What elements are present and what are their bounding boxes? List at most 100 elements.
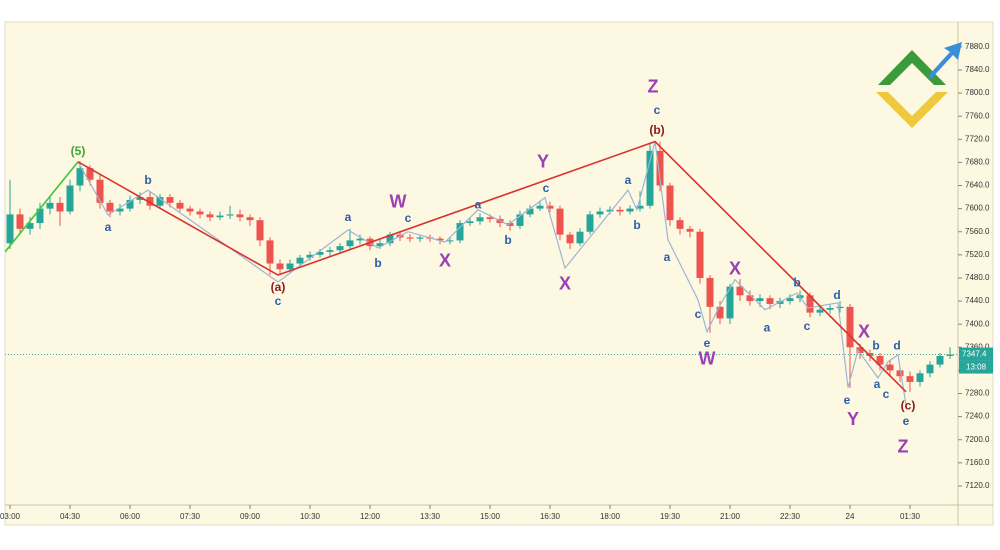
candle-body — [826, 307, 834, 310]
y-tick-label: 7560.0 — [965, 227, 990, 236]
wave-label: e — [844, 393, 851, 407]
candle-body — [716, 306, 724, 319]
candle-body — [816, 309, 824, 313]
x-tick-label: 22:30 — [780, 512, 801, 521]
candle-body — [566, 234, 574, 244]
wave-label: b — [144, 173, 151, 187]
logo — [876, 42, 962, 128]
wave-label: (5) — [71, 144, 86, 158]
x-tick-label: 06:00 — [120, 512, 141, 521]
y-tick-label: 7240.0 — [965, 412, 990, 421]
wave-line — [5, 161, 79, 253]
x-tick-label: 24 — [846, 512, 855, 521]
wave-label: c — [883, 387, 890, 401]
wave-label: Z — [898, 437, 909, 457]
countdown-box — [959, 360, 993, 374]
wave-label: d — [833, 288, 840, 302]
y-tick-label: 7360.0 — [965, 342, 990, 351]
plot-area — [5, 140, 958, 406]
candle-body — [576, 231, 584, 244]
last-price-box — [959, 347, 993, 361]
wave-label: c — [543, 181, 550, 195]
candle-body — [116, 208, 124, 212]
candle-body — [636, 205, 644, 209]
candle-body — [106, 202, 114, 212]
y-tick-label: 7760.0 — [965, 111, 990, 120]
x-tick-label: 13:30 — [420, 512, 441, 521]
y-tick-label: 7680.0 — [965, 158, 990, 167]
candle-body — [546, 205, 554, 209]
candle-body — [606, 209, 614, 212]
candle-body — [906, 376, 914, 382]
candle-body — [36, 208, 44, 224]
candle-body — [736, 286, 744, 296]
candle-body — [26, 223, 34, 229]
wave-label: X — [559, 274, 571, 294]
candle-body — [706, 277, 714, 307]
x-tick-label: 12:00 — [360, 512, 381, 521]
candle-body — [876, 355, 884, 365]
x-tick-label: 21:00 — [720, 512, 741, 521]
candle-body — [466, 221, 474, 224]
wave-line — [77, 141, 907, 406]
wave-label: X — [858, 322, 870, 342]
candle-body — [916, 373, 924, 382]
wave-label: a — [105, 220, 112, 234]
candle-body — [696, 231, 704, 278]
wave-label: a — [664, 250, 671, 264]
candle-body — [196, 211, 204, 215]
candle-body — [176, 202, 184, 209]
wave-label: (c) — [901, 398, 916, 412]
wave-label: Y — [537, 152, 549, 172]
logo-blue-arrow — [928, 42, 962, 79]
wave-label: c — [275, 294, 282, 308]
x-tick-label: 10:30 — [300, 512, 321, 521]
candle-body — [786, 298, 794, 302]
candle-body — [276, 263, 284, 270]
labels: 7347.413:08(5)ab(a)cabWcXabYcXabZc(b)ace… — [71, 77, 993, 457]
wave-line — [77, 140, 907, 393]
countdown-label: 13:08 — [966, 363, 987, 372]
wave-label: c — [654, 103, 661, 117]
candle-body — [236, 214, 244, 218]
candle-body — [506, 223, 514, 226]
candle-body — [586, 214, 594, 232]
candle-body — [66, 185, 74, 212]
candle-body — [186, 208, 194, 212]
candle-body — [86, 168, 94, 180]
candle-body — [96, 179, 104, 203]
candle-body — [616, 209, 624, 212]
candle-body — [146, 197, 154, 206]
candle-body — [326, 250, 334, 252]
x-axis: 03:00 04:30 06:00 07:30 09:00 10:30 12:00 13:30… — [0, 505, 921, 521]
y-tick-label: 7600.0 — [965, 204, 990, 213]
y-tick-label: 7800.0 — [965, 88, 990, 97]
candle-body — [446, 240, 454, 242]
y-tick-label: 7160.0 — [965, 458, 990, 467]
wave-label: X — [729, 259, 741, 279]
x-tick-label: 18:00 — [600, 512, 621, 521]
candle-body — [526, 208, 534, 215]
x-tick-label: 16:30 — [540, 512, 561, 521]
candle-body — [936, 355, 944, 365]
wave-label: b — [793, 275, 800, 289]
candle-body — [436, 238, 444, 241]
candle-body — [376, 243, 384, 247]
candle-body — [296, 257, 304, 264]
candle-body — [216, 215, 224, 218]
y-tick-label: 7120.0 — [965, 481, 990, 490]
candle-body — [766, 298, 774, 304]
y-tick-label: 7720.0 — [965, 134, 990, 143]
logo-yellow-chevron — [876, 92, 948, 128]
wave-label: a — [764, 320, 771, 334]
candle-body — [756, 298, 764, 302]
candle-body — [486, 217, 494, 220]
candle-body — [316, 251, 324, 255]
wave-label: c — [695, 307, 702, 321]
x-tick-label: 04:30 — [60, 512, 81, 521]
candle-body — [386, 234, 394, 244]
y-tick-label: 7480.0 — [965, 273, 990, 282]
wave-label: (b) — [649, 123, 664, 137]
y-tick-label: 7440.0 — [965, 296, 990, 305]
last-price-label: 7347.4 — [962, 350, 987, 359]
